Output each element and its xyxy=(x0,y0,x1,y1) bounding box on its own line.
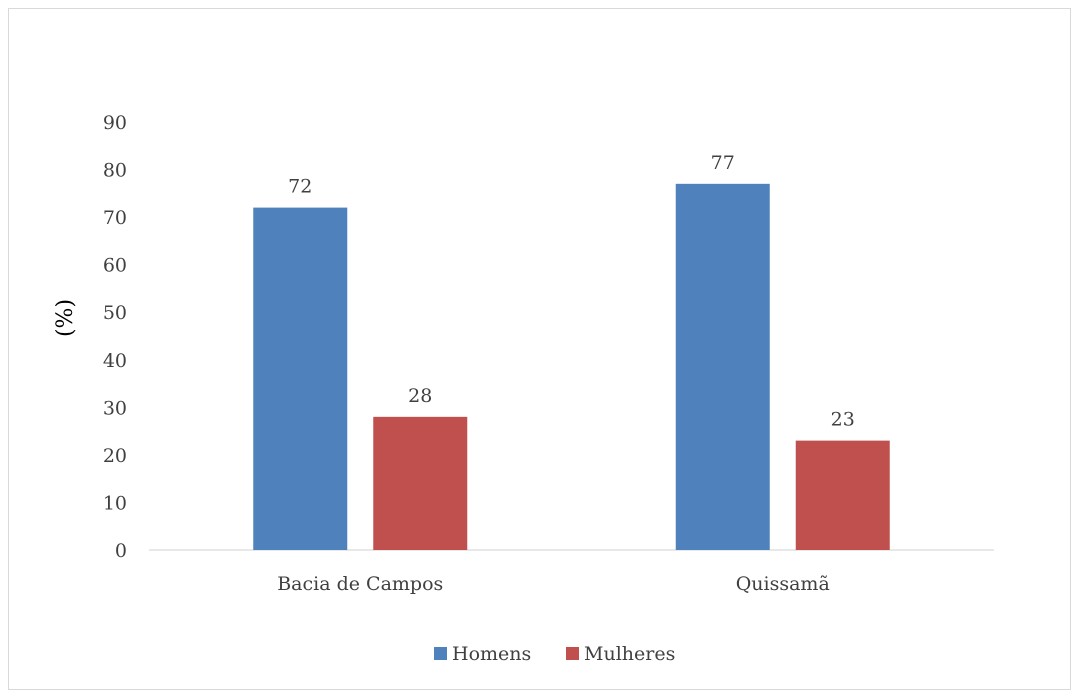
category-label: Bacia de Campos xyxy=(277,573,443,595)
y-tick-label: 70 xyxy=(103,207,127,229)
category-labels: Bacia de Campos Quissamã xyxy=(277,573,830,595)
y-tick-label: 30 xyxy=(103,397,127,419)
bar-chart: (%) 0 10 20 30 40 50 60 70 80 90 72 28 77 23 Bacia d… xyxy=(53,112,994,665)
chart-frame: (%) 0 10 20 30 40 50 60 70 80 90 72 28 77 23 Bacia d… xyxy=(8,8,1071,690)
y-tick-label: 60 xyxy=(103,255,127,277)
bar-mulheres-1 xyxy=(373,416,468,550)
data-labels: 72 28 77 23 xyxy=(288,152,855,431)
y-tick-label: 40 xyxy=(103,350,127,372)
category-label: Quissamã xyxy=(736,573,830,595)
y-tick-label: 10 xyxy=(103,492,127,514)
data-label: 28 xyxy=(408,385,432,407)
legend-label-homens: Homens xyxy=(452,643,531,665)
bars xyxy=(253,183,890,551)
bar-mulheres-2 xyxy=(795,440,890,550)
legend-swatch-homens xyxy=(434,647,447,660)
data-label: 77 xyxy=(711,152,735,174)
y-tick-label: 90 xyxy=(103,112,127,134)
data-label: 72 xyxy=(288,176,312,198)
bar-homens-2 xyxy=(675,183,770,551)
legend-swatch-mulheres xyxy=(566,647,579,660)
y-tick-label: 20 xyxy=(103,445,127,467)
y-tick-label: 80 xyxy=(103,160,127,182)
y-tick-label: 0 xyxy=(115,540,127,562)
data-label: 23 xyxy=(831,409,855,431)
y-tick-label: 50 xyxy=(103,302,127,324)
y-axis-label: (%) xyxy=(53,299,78,337)
legend-label-mulheres: Mulheres xyxy=(584,643,675,665)
legend: Homens Mulheres xyxy=(434,643,675,665)
y-axis-ticks: 0 10 20 30 40 50 60 70 80 90 xyxy=(103,112,127,562)
bar-homens-1 xyxy=(253,207,348,550)
